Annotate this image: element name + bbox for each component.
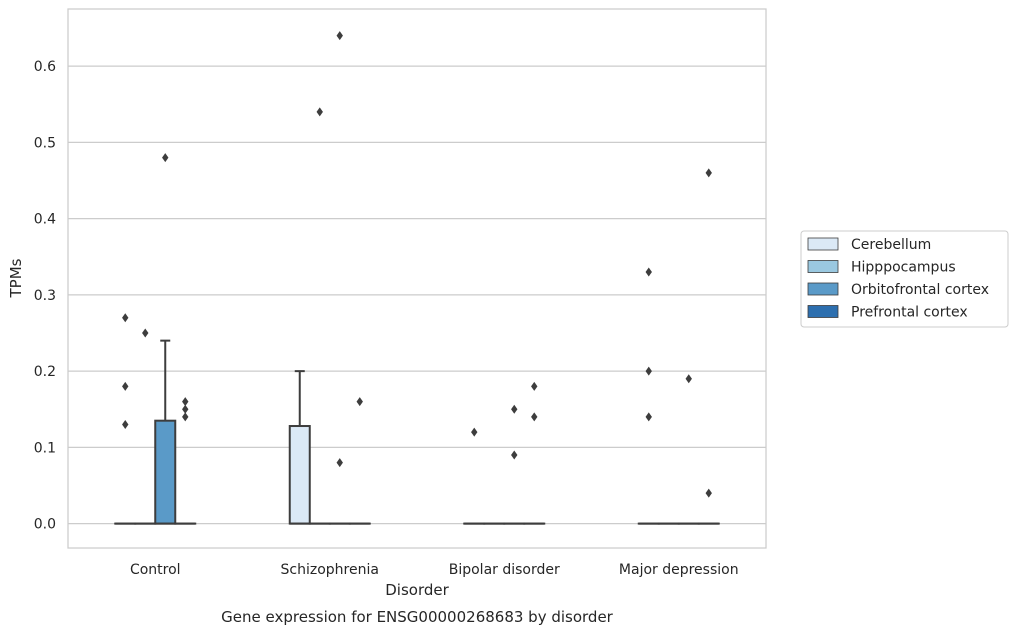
x-tick-label: Bipolar disorder bbox=[449, 562, 560, 578]
outlier-point bbox=[316, 107, 323, 117]
box-series-group bbox=[114, 339, 720, 525]
outlier-point bbox=[142, 328, 149, 338]
outlier-point bbox=[336, 31, 343, 41]
box-body bbox=[154, 419, 177, 525]
legend-swatch bbox=[807, 260, 839, 273]
plot-frame bbox=[67, 8, 767, 549]
outlier-point bbox=[645, 267, 652, 277]
y-tick-label: 0.3 bbox=[34, 288, 56, 304]
outlier-point bbox=[122, 313, 129, 323]
x-tick-label: Control bbox=[130, 562, 181, 578]
outlier-point bbox=[511, 404, 518, 414]
legend-label: Cerebellum bbox=[851, 237, 931, 253]
outlier-point bbox=[336, 458, 343, 468]
outlier-point bbox=[182, 412, 189, 422]
y-tick-labels: 0.0 0.1 0.2 0.3 0.4 0.5 0.6 bbox=[34, 59, 56, 532]
y-gridlines bbox=[68, 65, 766, 525]
legend-swatch bbox=[807, 305, 839, 318]
x-tick-label: Schizophrenia bbox=[281, 562, 379, 578]
legend-frame bbox=[800, 230, 1009, 328]
outlier-point bbox=[182, 404, 189, 414]
outlier-point bbox=[645, 412, 652, 422]
chart-caption: Gene expression for ENSG00000268683 by d… bbox=[221, 608, 614, 626]
legend-label: Hipppocampus bbox=[851, 260, 956, 276]
outlier-point bbox=[685, 374, 692, 384]
outlier-point bbox=[705, 488, 712, 498]
y-tick-label: 0.0 bbox=[34, 517, 56, 533]
outlier-point bbox=[645, 366, 652, 376]
legend-label: Prefrontal cortex bbox=[851, 305, 968, 321]
outlier-point bbox=[122, 419, 129, 429]
box-orbitofrontal-cortex bbox=[154, 339, 177, 525]
y-tick-label: 0.2 bbox=[34, 364, 56, 380]
box-body bbox=[288, 425, 311, 525]
y-tick-label: 0.6 bbox=[34, 59, 56, 75]
legend: Cerebellum Hipppocampus Orbitofrontal cort… bbox=[800, 230, 1009, 328]
box-cerebellum bbox=[288, 370, 311, 525]
outlier-point bbox=[162, 153, 169, 163]
y-tick-label: 0.1 bbox=[34, 440, 56, 456]
outlier-point bbox=[705, 168, 712, 178]
x-axis-label: Disorder bbox=[385, 581, 449, 599]
x-tick-labels: Control Schizophrenia Bipolar disorder Majo… bbox=[130, 562, 739, 578]
y-tick-label: 0.4 bbox=[34, 212, 56, 228]
outlier-point bbox=[122, 381, 129, 391]
outlier-point bbox=[471, 427, 478, 437]
outlier-point bbox=[511, 450, 518, 460]
y-axis-label: TPMs bbox=[7, 258, 25, 298]
outlier-point bbox=[531, 381, 538, 391]
legend-swatch bbox=[807, 237, 839, 251]
outlier-point bbox=[182, 397, 189, 407]
legend-label: Orbitofrontal cortex bbox=[851, 282, 989, 298]
outlier-point bbox=[356, 397, 363, 407]
x-tick-label: Major depression bbox=[619, 562, 739, 578]
outlier-markers bbox=[122, 31, 712, 498]
y-tick-label: 0.5 bbox=[34, 135, 56, 151]
outlier-point bbox=[531, 412, 538, 422]
legend-swatch bbox=[807, 282, 839, 296]
